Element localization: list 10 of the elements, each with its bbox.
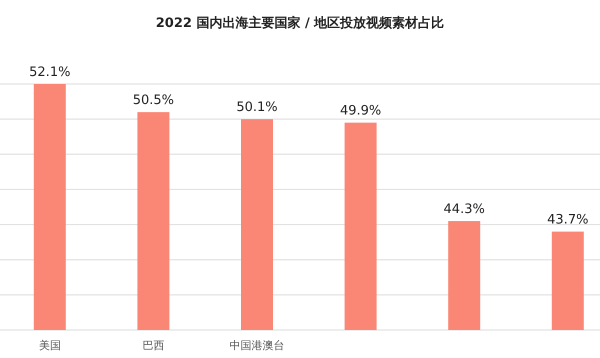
data-label: 43.7%	[547, 212, 588, 228]
data-label: 50.1%	[236, 100, 278, 116]
data-label: 52.1%	[29, 65, 70, 80]
data-label: 49.9%	[340, 104, 382, 119]
data-label: 44.3%	[444, 202, 485, 218]
x-tick-label: 美国	[38, 339, 61, 352]
data-label: 50.5%	[132, 93, 174, 108]
x-tick-label: 巴西	[142, 339, 164, 352]
chart-title: 2022 国内出海主要国家 / 地区投放视频素材占比	[156, 15, 444, 31]
x-tick-label: 中国港澳台	[230, 339, 284, 352]
